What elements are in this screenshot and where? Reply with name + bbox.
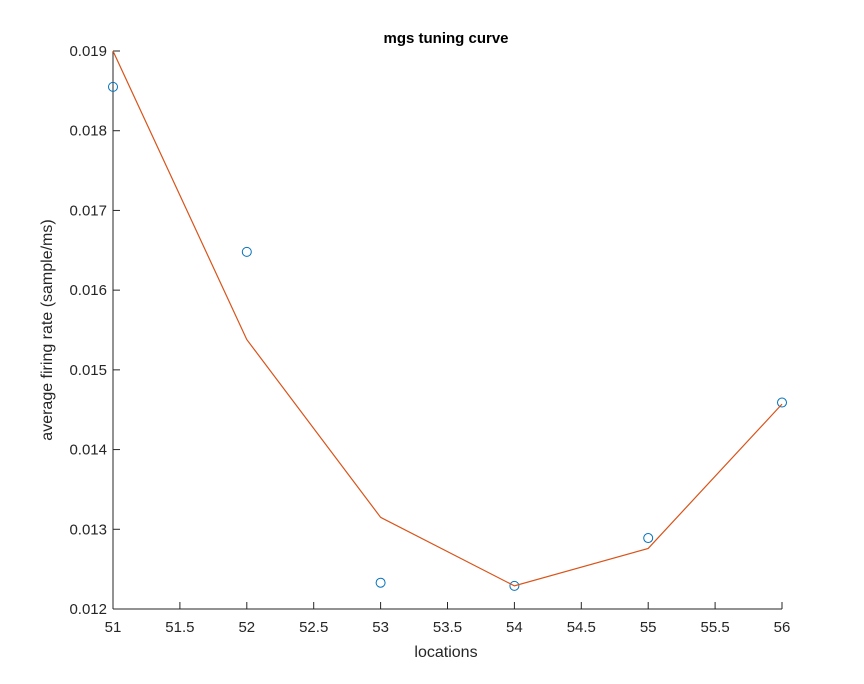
y-tick-label: 0.017: [69, 202, 107, 219]
chart-title: mgs tuning curve: [383, 30, 508, 47]
x-tick-label: 53.5: [433, 619, 462, 636]
y-ticks: 0.012 0.013 0.014 0.015 0.016 0.017 0.018 0.019: [69, 43, 120, 618]
y-tick-label: 0.012: [69, 601, 107, 618]
x-tick-label: 53: [372, 619, 389, 636]
y-tick-label: 0.019: [69, 43, 107, 60]
x-tick-label: 55.5: [700, 619, 729, 636]
y-axis-label: average firing rate (sample/ms): [39, 219, 56, 440]
x-tick-label: 52: [238, 619, 255, 636]
x-tick-label: 54.5: [567, 619, 596, 636]
data-point-marker: [509, 580, 520, 591]
x-tick-label: 51: [105, 619, 122, 636]
data-point-marker: [777, 397, 787, 408]
y-tick-label: 0.015: [69, 362, 107, 379]
y-tick-label: 0.013: [69, 521, 107, 538]
series-line: [112, 50, 783, 587]
x-tick-label: 56: [774, 619, 791, 636]
data-point-marker: [108, 81, 118, 92]
x-axis-label: locations: [414, 644, 477, 661]
y-tick-label: 0.018: [69, 123, 107, 140]
data-point-marker: [241, 246, 252, 257]
series-layer: [108, 50, 787, 591]
x-tick-label: 51.5: [165, 619, 194, 636]
y-tick-label: 0.016: [69, 282, 107, 299]
x-tick-label: 55: [640, 619, 657, 636]
x-tick-label: 52.5: [299, 619, 328, 636]
x-ticks: 51 51.5 52 52.5 53 53.5 54 54.5 55 55.5 56: [105, 602, 791, 636]
x-tick-label: 54: [506, 619, 523, 636]
data-point-marker: [375, 577, 386, 588]
y-tick-label: 0.014: [69, 442, 107, 459]
data-point-marker: [643, 533, 654, 544]
